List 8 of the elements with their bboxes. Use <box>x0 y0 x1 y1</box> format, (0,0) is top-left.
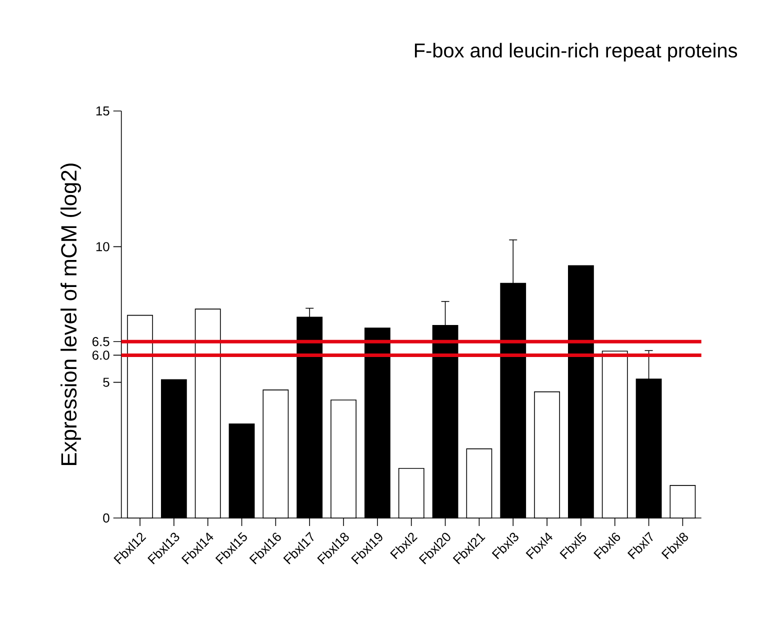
y-tick-label: 0 <box>103 513 110 523</box>
y-tick-label: 5 <box>103 378 110 387</box>
y-tick-label: 10 <box>96 242 110 252</box>
y-tick-label: 15 <box>96 106 110 116</box>
y-axis-title: Expression level of mCM (log2) <box>60 164 81 465</box>
y-tick-label: 6.5 <box>92 337 110 346</box>
y-tick-label: 6.0 <box>92 350 110 360</box>
chart-title: F-box and leucin-rich repeat proteins <box>414 42 738 62</box>
